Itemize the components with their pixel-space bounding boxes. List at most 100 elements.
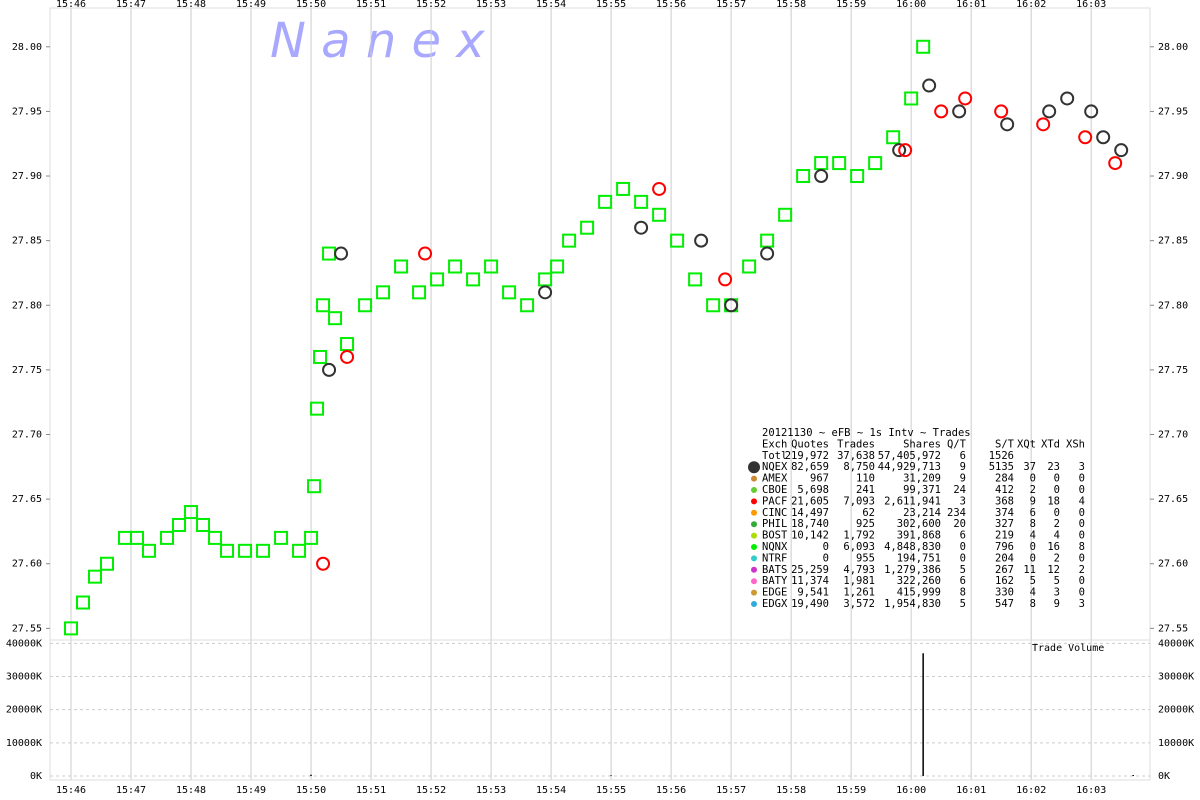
table-title: 20121130 ~ eFB ~ 1s Intv ~ Trades xyxy=(762,427,971,439)
y-tick-label: 30000K xyxy=(6,671,42,682)
table-cell: BATS xyxy=(762,564,787,576)
trade-square xyxy=(358,298,373,313)
y-tick-label: 27.75 xyxy=(12,365,42,376)
table-cell: 9 xyxy=(1054,598,1060,610)
table-cell: 204 xyxy=(995,552,1014,564)
table-cell: 4 xyxy=(1079,495,1085,507)
table-cell: 57,405,972 xyxy=(878,450,941,462)
table-cell: 322,260 xyxy=(897,575,941,587)
trade-square xyxy=(430,272,445,287)
x-tick-label: 15:52 xyxy=(416,785,446,796)
trade-circle xyxy=(1078,130,1093,145)
trade-circle xyxy=(538,285,553,300)
trade-square xyxy=(778,207,793,222)
table-cell: 23 xyxy=(1047,461,1060,473)
x-tick-label: 15:58 xyxy=(776,0,806,10)
trade-square xyxy=(886,130,901,145)
trade-circle xyxy=(1060,91,1075,106)
table-cell: 10,142 xyxy=(791,530,829,542)
table-header: XQt xyxy=(1017,438,1036,450)
y-tick-label: 27.55 xyxy=(12,623,42,634)
y-tick-label: 20000K xyxy=(6,705,42,716)
y-tick-label: 27.70 xyxy=(12,430,42,441)
trade-circle xyxy=(1042,104,1057,119)
table-cell: 241 xyxy=(856,484,875,496)
y-tick-label: 27.90 xyxy=(1158,171,1188,182)
table-cell: 9 xyxy=(960,461,966,473)
table-cell: 6,093 xyxy=(843,541,875,553)
table-cell: 368 xyxy=(995,495,1014,507)
table-cell: 5,698 xyxy=(797,484,829,496)
trade-circle xyxy=(418,246,433,261)
table-cell: 9 xyxy=(1030,495,1036,507)
table-cell: 4 xyxy=(1054,530,1060,542)
y-tick-label: 27.90 xyxy=(12,171,42,182)
table-cell: BOST xyxy=(762,530,788,542)
table-header: Quotes xyxy=(791,438,829,450)
exchange-marker xyxy=(751,498,757,505)
table-cell: 62 xyxy=(862,507,875,519)
table-cell: 1,954,830 xyxy=(884,598,941,610)
table-cell: 16 xyxy=(1047,541,1060,553)
volume-label: Trade Volume xyxy=(1032,643,1104,654)
table-cell: 1,261 xyxy=(843,587,875,599)
trade-square xyxy=(100,556,115,571)
table-cell: NQEX xyxy=(762,461,788,473)
table-cell: 6 xyxy=(960,530,966,542)
y-tick-label: 27.60 xyxy=(12,559,42,570)
exchange-marker xyxy=(751,532,757,539)
y-tick-label: 27.75 xyxy=(1158,365,1188,376)
trade-circle xyxy=(652,181,667,196)
trade-square xyxy=(580,220,595,235)
table-cell: 391,868 xyxy=(897,530,941,542)
table-cell: 0 xyxy=(960,541,966,553)
y-tick-label: 28.00 xyxy=(1158,42,1188,53)
exchange-marker xyxy=(751,601,757,607)
table-cell: 110 xyxy=(856,473,875,485)
trade-square xyxy=(412,285,427,300)
table-cell: 0 xyxy=(823,541,829,553)
table-cell: 1,792 xyxy=(843,530,875,542)
table-header: XTd xyxy=(1041,438,1060,450)
trade-circle xyxy=(952,104,967,119)
table-cell: 4 xyxy=(1030,530,1036,542)
trade-circle xyxy=(958,91,973,106)
y-tick-label: 10000K xyxy=(1158,738,1194,749)
exchange-marker xyxy=(751,544,757,550)
x-tick-label: 15:53 xyxy=(476,0,506,10)
x-tick-label: 15:57 xyxy=(716,785,746,796)
trade-square xyxy=(706,298,721,313)
trade-square xyxy=(832,156,847,171)
trade-square xyxy=(220,543,235,558)
table-cell: 3,572 xyxy=(843,598,875,610)
table-cell: BATY xyxy=(762,575,788,587)
y-tick-label: 27.85 xyxy=(1158,236,1188,247)
table-cell: 9 xyxy=(960,473,966,485)
trade-square xyxy=(292,543,307,558)
trade-square xyxy=(274,530,289,545)
table-cell: 37,638 xyxy=(837,450,875,462)
trade-circle xyxy=(316,556,331,571)
trade-circle xyxy=(898,143,913,158)
trade-circle xyxy=(814,169,829,184)
table-cell: 0 xyxy=(1079,575,1085,587)
x-tick-label: 16:03 xyxy=(1076,785,1106,796)
x-tick-label: 15:47 xyxy=(116,0,146,10)
x-tick-label: 15:55 xyxy=(596,0,626,10)
y-tick-label: 28.00 xyxy=(12,42,42,53)
table-cell: Totl xyxy=(762,450,787,462)
exchange-marker xyxy=(751,509,757,516)
table-cell: 12 xyxy=(1047,564,1060,576)
trade-circle xyxy=(1000,117,1015,132)
table-cell: 3 xyxy=(1054,587,1060,599)
x-tick-label: 15:50 xyxy=(296,785,326,796)
table-cell: 3 xyxy=(1079,598,1085,610)
table-cell: 0 xyxy=(1079,587,1085,599)
trade-square xyxy=(184,505,199,520)
y-tick-label: 0K xyxy=(30,771,42,782)
table-cell: 0 xyxy=(1079,507,1085,519)
table-cell: 219 xyxy=(995,530,1014,542)
table-cell: 796 xyxy=(995,541,1014,553)
x-tick-label: 16:00 xyxy=(896,0,926,10)
x-tick-label: 15:49 xyxy=(236,0,266,10)
